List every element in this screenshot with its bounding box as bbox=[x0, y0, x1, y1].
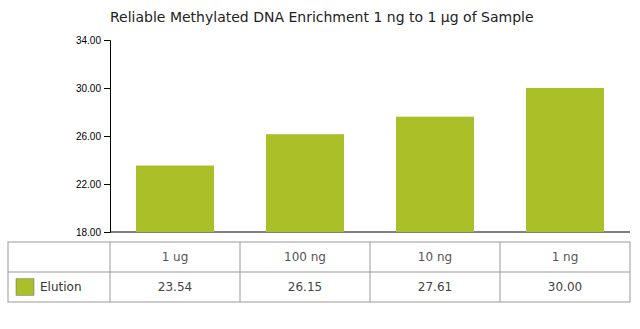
y-axis: 18.00 22.00 26.00 30.00 34.00 bbox=[76, 35, 111, 238]
y-axis-line bbox=[104, 41, 111, 233]
y-tick-mark bbox=[104, 88, 110, 89]
table-col-line bbox=[500, 242, 501, 302]
title: Reliable Methylated DNA Enrichment 1 ng … bbox=[110, 9, 534, 25]
data-label: 30.00 bbox=[548, 280, 582, 294]
y-tick: 26.00 bbox=[76, 131, 110, 142]
legend-swatch bbox=[16, 279, 34, 296]
chart: Reliable Methylated DNA Enrichment 1 ng … bbox=[0, 0, 640, 329]
y-tick-label: 22.00 bbox=[76, 179, 101, 190]
table-row-line bbox=[8, 272, 630, 273]
y-tick-label: 34.00 bbox=[76, 35, 101, 46]
data-label: 23.54 bbox=[158, 280, 192, 294]
table-col-line bbox=[370, 242, 371, 302]
legend-label: Elution bbox=[40, 280, 82, 294]
y-tick: 18.00 bbox=[76, 227, 110, 238]
category-label: 1 ng bbox=[552, 250, 579, 264]
category-label: 10 ng bbox=[418, 250, 452, 264]
data-label: 26.15 bbox=[288, 280, 322, 294]
y-tick-label: 26.00 bbox=[76, 131, 101, 142]
legend: Elution bbox=[16, 279, 82, 296]
y-tick-mark bbox=[104, 232, 110, 233]
bars bbox=[136, 88, 604, 232]
bar bbox=[396, 117, 474, 232]
data-table: 1 ug 100 ng 10 ng 1 ng 23.54 26.15 27.61 30.00 E… bbox=[8, 242, 630, 302]
table-col-line bbox=[240, 242, 241, 302]
y-tick-mark bbox=[104, 184, 110, 185]
category-label: 100 ng bbox=[284, 250, 326, 264]
y-tick-label: 18.00 bbox=[76, 227, 101, 238]
y-tick: 34.00 bbox=[76, 35, 110, 46]
bar bbox=[136, 166, 214, 232]
y-tick-mark bbox=[104, 40, 110, 41]
bar bbox=[526, 88, 604, 232]
y-tick-label: 30.00 bbox=[76, 83, 101, 94]
y-tick: 30.00 bbox=[76, 83, 110, 94]
data-label: 27.61 bbox=[418, 280, 452, 294]
table-col-line bbox=[110, 242, 111, 302]
bar bbox=[266, 134, 344, 232]
category-label: 1 ug bbox=[162, 250, 189, 264]
table-border bbox=[8, 242, 630, 302]
y-tick-mark bbox=[104, 136, 110, 137]
y-tick: 22.00 bbox=[76, 179, 110, 190]
